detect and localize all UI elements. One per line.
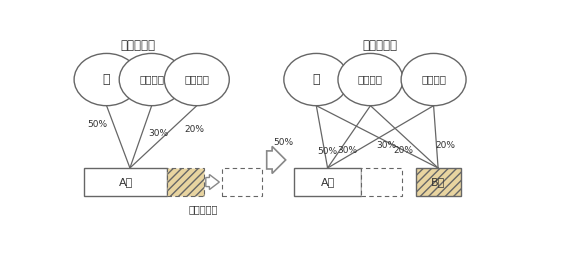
Text: A社: A社 <box>119 177 133 187</box>
Text: 50%: 50% <box>318 147 338 156</box>
Text: 30%: 30% <box>148 129 169 138</box>
Ellipse shape <box>284 54 349 106</box>
Bar <box>416 168 461 196</box>
Bar <box>84 168 168 196</box>
Text: 20%: 20% <box>184 125 205 134</box>
Text: B社: B社 <box>431 177 445 187</box>
Bar <box>294 168 361 196</box>
Ellipse shape <box>74 54 139 106</box>
Text: 甲の親族: 甲の親族 <box>139 75 164 85</box>
Text: 「分割前」: 「分割前」 <box>120 39 155 52</box>
Text: 甲: 甲 <box>313 73 320 86</box>
Bar <box>168 168 204 196</box>
Text: 「分割後」: 「分割後」 <box>362 39 397 52</box>
Text: 甲の親族: 甲の親族 <box>421 75 446 85</box>
Text: 甲: 甲 <box>103 73 111 86</box>
Ellipse shape <box>164 54 229 106</box>
Text: 甲の親族: 甲の親族 <box>184 75 210 85</box>
Text: A社: A社 <box>321 177 335 187</box>
Text: 50%: 50% <box>87 120 107 129</box>
Text: 20%: 20% <box>435 141 455 150</box>
Text: 30%: 30% <box>376 141 396 150</box>
Text: 50%: 50% <box>274 138 294 147</box>
Text: 30%: 30% <box>337 146 357 155</box>
Ellipse shape <box>401 54 466 106</box>
Bar <box>361 168 402 196</box>
Bar <box>222 168 262 196</box>
FancyArrow shape <box>267 146 286 174</box>
Text: 事業の一部: 事業の一部 <box>189 204 218 214</box>
Ellipse shape <box>119 54 184 106</box>
Text: 甲の親族: 甲の親族 <box>358 75 383 85</box>
Text: 20%: 20% <box>394 146 414 155</box>
Ellipse shape <box>338 54 403 106</box>
FancyArrow shape <box>206 175 219 189</box>
